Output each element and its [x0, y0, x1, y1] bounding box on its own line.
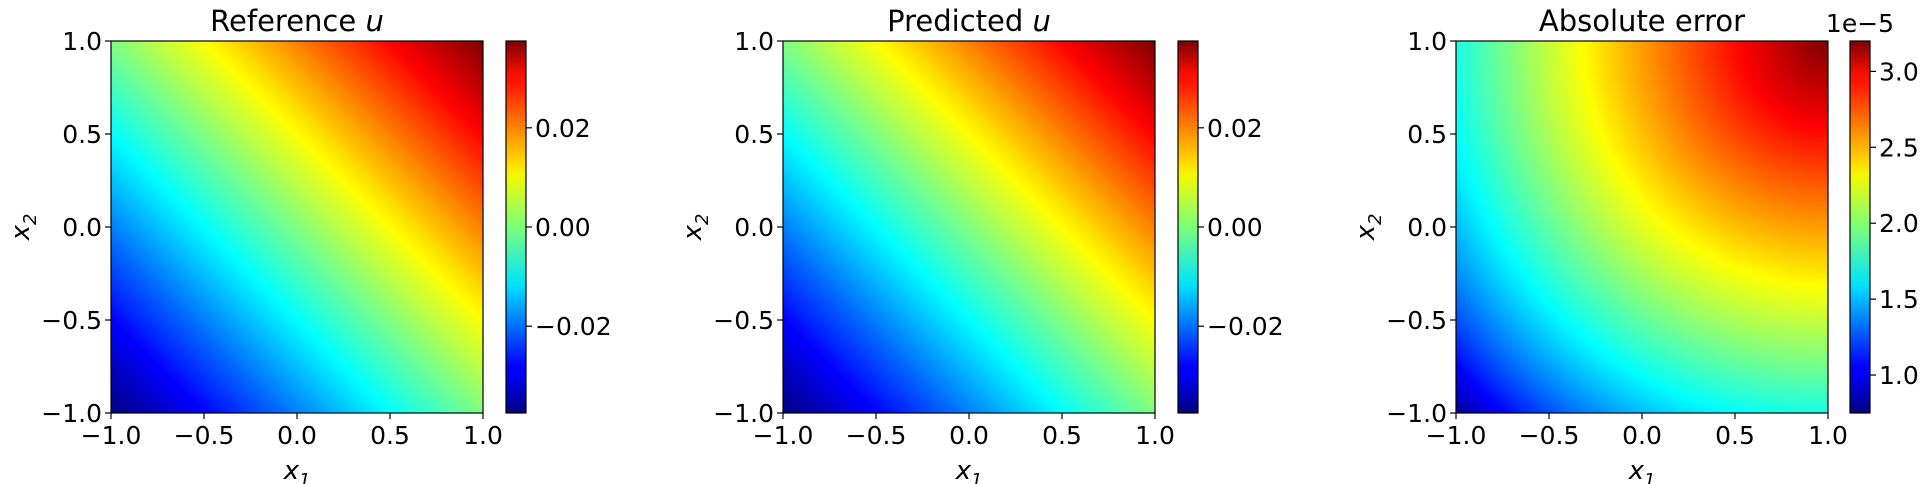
x-tick-label: −1.0 — [81, 421, 142, 450]
y-tick-label: −0.5 — [41, 306, 102, 335]
colorbar-offset-label: 1e−5 — [1826, 9, 1894, 38]
x-tick-label: 0.0 — [277, 421, 317, 450]
y-tick-label: −0.5 — [713, 306, 774, 335]
x-tick-label: −1.0 — [1426, 421, 1487, 450]
y-axis-label: x2 — [678, 214, 713, 242]
panel-0: Reference u−1.0 −0.5 0.0 0.5 1.0−1.0−0.50.00… — [6, 4, 612, 484]
colorbar-tick-label: 1.0 — [1879, 361, 1919, 390]
y-axis-label: x2 — [6, 214, 41, 242]
panel-1: Predicted u−1.0 −0.5 0.0 0.5 1.0−1.0−0.50.00… — [678, 4, 1284, 484]
colorbar-tick-label: 0.00 — [535, 213, 591, 242]
chart-title-text: Predicted — [887, 4, 1032, 38]
y-tick-label: 1.0 — [1407, 27, 1447, 56]
x-tick-label: −0.5 — [846, 421, 907, 450]
chart-title-variable: u — [1032, 4, 1050, 38]
panel-2: Absolute error −1.0 −0.5 0.0 0.5 1.0 −1.0 −0.5 0… — [1351, 4, 1919, 484]
colorbar — [1849, 40, 1871, 414]
colorbar — [1177, 40, 1199, 414]
chart-title: Reference u — [210, 4, 384, 38]
x-tick-label: 1.0 — [1135, 421, 1175, 450]
y-tick-label: 0.0 — [1407, 213, 1447, 242]
x-tick-label: −1.0 — [753, 421, 814, 450]
y-tick-label: −0.5 — [1386, 306, 1447, 335]
x-tick-label: −0.5 — [1519, 421, 1580, 450]
chart-title: Predicted u — [887, 4, 1051, 38]
colorbar-tick-label: 0.02 — [1207, 114, 1263, 143]
x-axis-label: x1 — [283, 456, 311, 484]
x-axis-label: x1 — [955, 456, 983, 484]
colorbar-tick-label: 0.00 — [1207, 213, 1263, 242]
y-axis-label: x2 — [1351, 214, 1386, 242]
x-tick-label: 0.5 — [1042, 421, 1082, 450]
y-tick-label: 1.0 — [734, 27, 774, 56]
y-tick-label: 0.0 — [62, 213, 102, 242]
heatmap-image — [1456, 41, 1828, 413]
y-tick-label: 0.5 — [734, 120, 774, 149]
colorbar-tick-label: 2.0 — [1879, 209, 1919, 238]
colorbar-tick-label: 3.0 — [1879, 57, 1919, 86]
colorbar-tick-label: 0.02 — [535, 114, 591, 143]
chart-title: Absolute error — [1539, 4, 1745, 38]
x-tick-label: −0.5 — [174, 421, 235, 450]
colorbar-tick-label: 2.5 — [1879, 133, 1919, 162]
x-tick-label: 0.5 — [1715, 421, 1755, 450]
x-tick-label: 1.0 — [1808, 421, 1848, 450]
y-tick-label: −1.0 — [41, 399, 102, 428]
x-axis-label: x1 — [1628, 456, 1656, 484]
heatmap-image — [783, 41, 1155, 413]
y-tick-label: −1.0 — [713, 399, 774, 428]
y-tick-label: 0.5 — [62, 120, 102, 149]
colorbar — [505, 40, 527, 414]
y-tick-label: 1.0 — [62, 27, 102, 56]
chart-title-text: Reference — [210, 4, 365, 38]
y-tick-label: 0.5 — [1407, 120, 1447, 149]
x-tick-label: 1.0 — [463, 421, 503, 450]
x-tick-label: 0.0 — [1622, 421, 1662, 450]
colorbar-tick-label: −0.02 — [535, 312, 612, 341]
chart-title-variable: u — [365, 4, 383, 38]
heatmap-image — [111, 41, 483, 413]
colorbar-tick-label: −0.02 — [1207, 312, 1284, 341]
chart-title-text: Absolute error — [1539, 4, 1745, 38]
colorbar-tick-label: 1.5 — [1879, 285, 1919, 314]
x-tick-label: 0.0 — [949, 421, 989, 450]
y-tick-label: 0.0 — [734, 213, 774, 242]
y-tick-label: −1.0 — [1386, 399, 1447, 428]
x-tick-label: 0.5 — [370, 421, 410, 450]
